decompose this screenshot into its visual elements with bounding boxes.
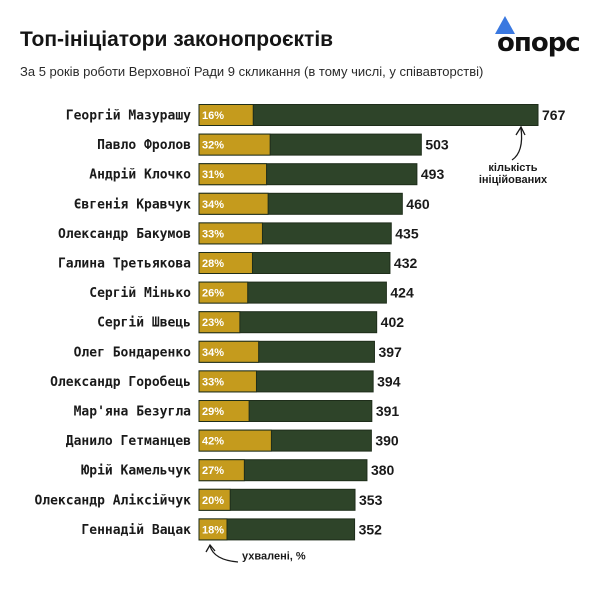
- total-value-label: 503: [425, 137, 449, 153]
- category-label: Олександр Бакумов: [58, 227, 191, 242]
- approved-bar: [198, 222, 263, 245]
- approved-bar: [198, 311, 241, 334]
- approved-percent-label: 31%: [202, 169, 224, 181]
- total-value-label: 390: [375, 433, 399, 449]
- approved-bar: [198, 518, 228, 541]
- approved-percent-label: 28%: [202, 258, 224, 270]
- total-value-label: 493: [421, 166, 445, 182]
- category-label: Олександр Горобець: [50, 375, 191, 390]
- annotation-approved-percent: ухвалені, %: [242, 550, 306, 562]
- total-value-label: 397: [378, 344, 402, 360]
- category-label: Мар'яна Безугла: [74, 405, 192, 420]
- approved-bar: [198, 163, 268, 186]
- category-label: Сергій Мінько: [89, 286, 191, 301]
- approved-percent-label: 34%: [202, 199, 224, 211]
- approved-percent-label: 42%: [202, 436, 224, 448]
- approved-bar: [198, 104, 254, 126]
- category-label: Олег Бондаренко: [74, 345, 192, 360]
- category-label: Сергій Швець: [97, 316, 191, 331]
- approved-bar: [198, 459, 245, 482]
- total-value-label: 353: [359, 492, 383, 508]
- approved-bar: [198, 133, 271, 156]
- category-label: Георгій Мазурашу: [66, 109, 191, 124]
- approved-percent-label: 26%: [202, 288, 224, 300]
- approved-bar: [198, 340, 260, 363]
- annotation-total-count: кількість ініційованих: [479, 162, 548, 186]
- approved-percent-label: 27%: [202, 465, 224, 477]
- approved-bar: [198, 400, 250, 422]
- approved-percent-label: 23%: [202, 317, 224, 329]
- category-label: Геннадій Вацак: [81, 523, 191, 538]
- approved-percent-label: 18%: [202, 524, 224, 536]
- total-value-label: 391: [376, 403, 400, 419]
- total-value-label: 352: [359, 521, 383, 537]
- category-label: Галина Третьякова: [58, 257, 191, 272]
- total-value-label: 435: [395, 225, 419, 241]
- approved-percent-label: 20%: [202, 495, 224, 507]
- category-label: Данило Гетманцев: [66, 434, 191, 449]
- arrowhead-icon: [205, 543, 216, 553]
- total-value-label: 460: [406, 196, 430, 212]
- approved-percent-label: 33%: [202, 376, 224, 388]
- approved-percent-label: 29%: [202, 406, 224, 418]
- total-value-label: 767: [542, 107, 566, 123]
- category-label: Євгенія Кравчук: [74, 197, 192, 212]
- total-value-label: 402: [381, 314, 405, 330]
- brand-logo: опорс: [493, 16, 585, 58]
- total-value-label: 380: [371, 462, 395, 478]
- category-label: Юрій Камельчук: [81, 464, 191, 479]
- category-label: Павло Фролов: [97, 138, 191, 153]
- approved-bar: [198, 488, 231, 511]
- approved-bar: [198, 370, 257, 393]
- annotation-arrow-approved: [209, 545, 239, 563]
- approved-percent-label: 34%: [202, 347, 224, 359]
- category-label: Андрій Клочко: [89, 168, 191, 183]
- approved-bar: [198, 192, 269, 215]
- approved-percent-label: 32%: [202, 140, 224, 152]
- chart-title: Топ-ініціатори законопроєктів: [20, 28, 334, 51]
- chart-subtitle: За 5 років роботи Верховної Ради 9 склик…: [20, 64, 484, 79]
- total-value-label: 424: [390, 285, 414, 301]
- total-value-label: 394: [377, 373, 401, 389]
- annotation-arrow-total: [511, 127, 523, 161]
- approved-bar: [198, 252, 253, 274]
- total-value-label: 432: [394, 255, 418, 271]
- approved-bar: [198, 281, 249, 304]
- approved-percent-label: 33%: [202, 228, 224, 240]
- approved-percent-label: 16%: [202, 110, 224, 122]
- approved-bar: [198, 429, 272, 452]
- logo-text: опорс: [497, 28, 581, 58]
- logo-triangle-icon: [495, 16, 515, 34]
- category-label: Олександр Аліксійчук: [34, 493, 191, 508]
- arrowhead-icon: [515, 125, 526, 136]
